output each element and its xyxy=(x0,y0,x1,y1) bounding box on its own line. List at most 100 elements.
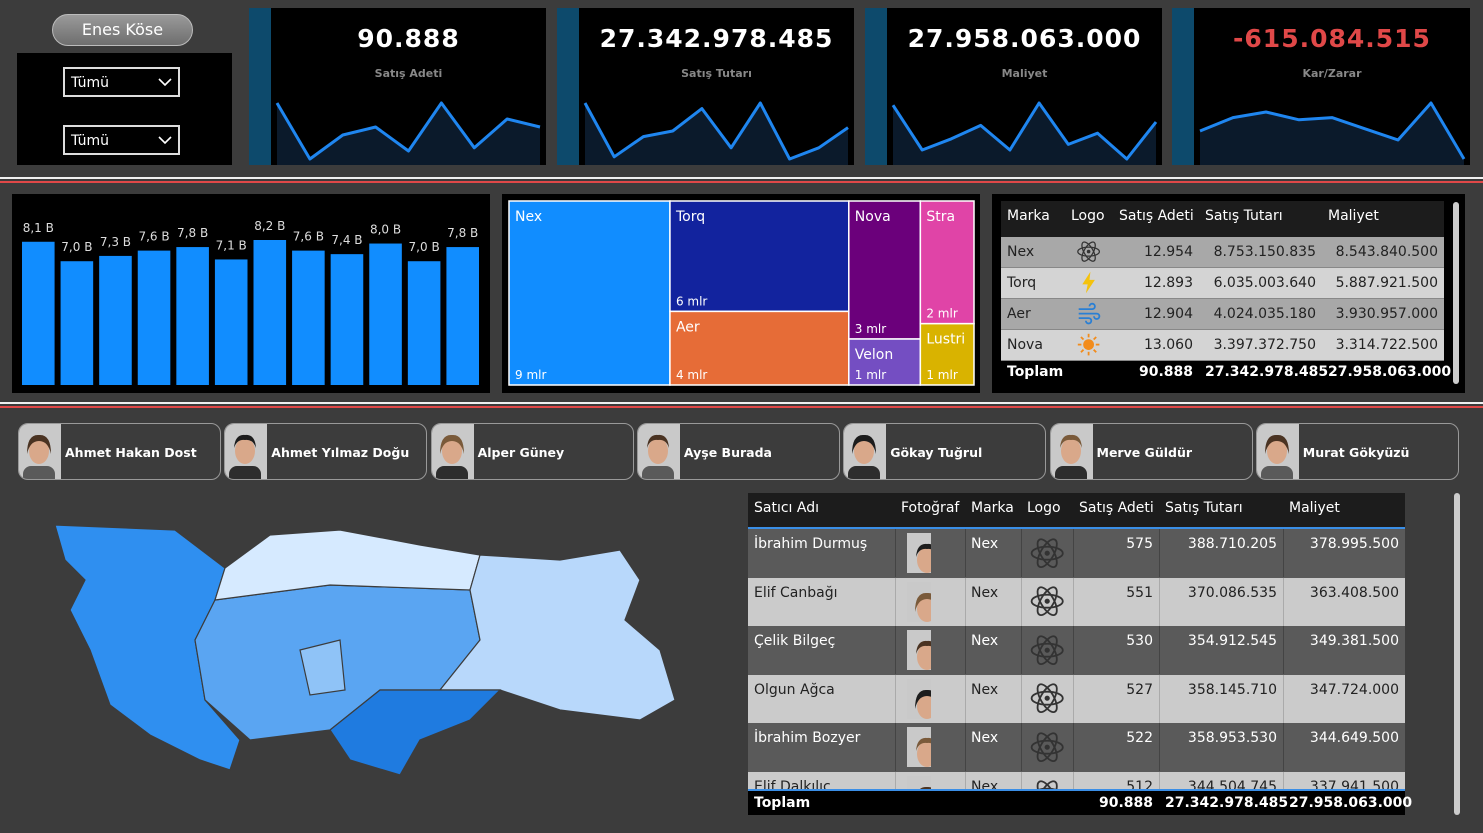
bar-value-label: 7,1 B xyxy=(216,238,247,252)
table-cell: Nova xyxy=(1007,337,1043,353)
graphic xyxy=(435,434,468,479)
avatar-face xyxy=(235,438,256,464)
graphic xyxy=(1030,732,1064,762)
kpi-card: 90.888 Satış Adeti xyxy=(249,8,546,165)
graphic: 8,1 B 7,0 B 7,3 B 7,6 B 7,8 B 7,1 B 8,2 B 7,6 B… xyxy=(22,219,479,385)
table-header-bg xyxy=(1001,201,1444,237)
avatar xyxy=(907,678,931,719)
avatar xyxy=(907,533,931,573)
cell-divider xyxy=(965,529,966,577)
bar xyxy=(330,254,364,385)
column-header: Marka xyxy=(971,500,1014,516)
map-region xyxy=(299,639,346,696)
table-cell: Nex xyxy=(971,778,999,790)
logo-atom xyxy=(1036,586,1058,617)
table-cell: 12.954 xyxy=(1144,244,1193,260)
logo-atom xyxy=(1036,683,1058,714)
table-cell: 3.314.722.500 xyxy=(1335,337,1438,353)
cell-divider xyxy=(895,723,896,771)
avatar-body xyxy=(641,466,674,479)
column-header: Maliyet xyxy=(1328,208,1379,224)
cell-divider xyxy=(895,529,896,577)
treemap-value-label: 1 mlr xyxy=(855,368,886,382)
avatar-face xyxy=(917,741,931,767)
treemap-cell xyxy=(669,310,850,386)
logo-atom xyxy=(1036,732,1058,762)
avatar-body xyxy=(848,466,881,479)
graphic xyxy=(158,78,172,87)
treemap-cell xyxy=(848,338,922,386)
bar-value-label: 7,0 B xyxy=(61,240,92,254)
column-header: Logo xyxy=(1071,208,1105,224)
graphic xyxy=(158,136,172,145)
seller-card[interactable]: Ahmet Yılmaz Doğu xyxy=(224,423,428,480)
column-header: Satış Adeti xyxy=(1119,208,1194,224)
seller-card[interactable]: Alper Güney xyxy=(430,423,634,480)
seller-card[interactable]: Ayşe Burada xyxy=(636,423,840,480)
graphic xyxy=(1078,334,1100,356)
seller-name: Alper Güney xyxy=(477,445,565,460)
graphic xyxy=(1030,586,1064,617)
table-cell: 354.912.545 xyxy=(1187,633,1277,649)
total-row: Toplam 90.888 27.342.978.485 27.958.063.000 xyxy=(1001,361,1451,386)
seller-name: Merve Güldür xyxy=(1096,445,1193,460)
cell-divider xyxy=(1021,674,1022,723)
seller-card[interactable]: Merve Güldür xyxy=(1049,423,1253,480)
cell-divider xyxy=(1283,626,1284,674)
avatar-hair xyxy=(1264,434,1289,454)
cell-divider xyxy=(1073,723,1074,771)
logo-atom xyxy=(1081,241,1097,263)
table-cell: 8.543.840.500 xyxy=(1335,244,1438,260)
treemap-cell xyxy=(919,200,975,325)
cell-divider xyxy=(1159,674,1160,723)
treemap-name: Lustri xyxy=(926,332,965,348)
scrollbar xyxy=(1454,493,1460,815)
table-header-bg xyxy=(748,493,1405,529)
table-cell: 347.724.000 xyxy=(1309,681,1399,698)
graphic xyxy=(641,434,674,479)
table-cell: İbrahim Durmuş xyxy=(754,536,868,552)
bar xyxy=(407,261,441,385)
sparkline xyxy=(583,101,849,161)
seller-card[interactable]: Ahmet Hakan Dost xyxy=(18,423,221,480)
avatar-face xyxy=(917,595,931,622)
dropdown[interactable]: Tümü xyxy=(63,67,180,97)
table-cell: 6.035.003.640 xyxy=(1213,275,1316,291)
treemap-name: Aer xyxy=(676,319,700,335)
cell-divider xyxy=(895,626,896,674)
logo-atom xyxy=(1087,250,1091,254)
logo-sun xyxy=(1080,349,1085,354)
table-row: Torq 12.893 6.035.003.640 5.887.921.500 xyxy=(1001,268,1444,299)
avatar-hair xyxy=(234,434,257,448)
avatar-hair xyxy=(646,434,669,448)
logo-atom xyxy=(1081,241,1097,263)
table-cell: Olgun Ağca xyxy=(754,681,835,698)
seller-name: Murat Gökyüzü xyxy=(1302,445,1410,460)
cell-divider xyxy=(1073,577,1074,626)
treemap-value-label: 6 mlr xyxy=(676,294,707,308)
logo-atom xyxy=(1044,550,1050,556)
cell-divider xyxy=(1021,577,1022,626)
seller-card[interactable]: Murat Gökyüzü xyxy=(1255,423,1459,480)
table-cell: 4.024.035.180 xyxy=(1213,306,1316,322)
table-cell: 3.397.372.750 xyxy=(1213,337,1316,353)
graphic xyxy=(23,434,55,479)
graphic xyxy=(1079,303,1101,325)
user-button[interactable]: Enes Köse xyxy=(52,14,193,46)
kpi-value: 27.342.978.485 xyxy=(599,24,834,53)
table-cell: 530 xyxy=(1126,633,1153,649)
total-cell: 27.958.063.000 xyxy=(1289,795,1413,811)
dropdown[interactable]: Tümü xyxy=(63,125,180,155)
total-cell: Toplam xyxy=(754,795,811,811)
avatar-face xyxy=(917,692,931,719)
graphic xyxy=(916,543,931,573)
table-cell: 358.953.530 xyxy=(1187,730,1277,746)
avatar-body xyxy=(23,466,55,479)
avatar-hair xyxy=(439,434,464,454)
seller-card[interactable]: Gökay Tuğrul xyxy=(843,423,1047,480)
logo-atom xyxy=(1036,538,1058,568)
cell-divider xyxy=(1021,723,1022,771)
treemap-name: Nova xyxy=(855,209,891,225)
treemap-cell xyxy=(508,200,671,386)
table-row: Nex 12.954 8.753.150.835 8.543.840.500 xyxy=(1001,237,1444,268)
